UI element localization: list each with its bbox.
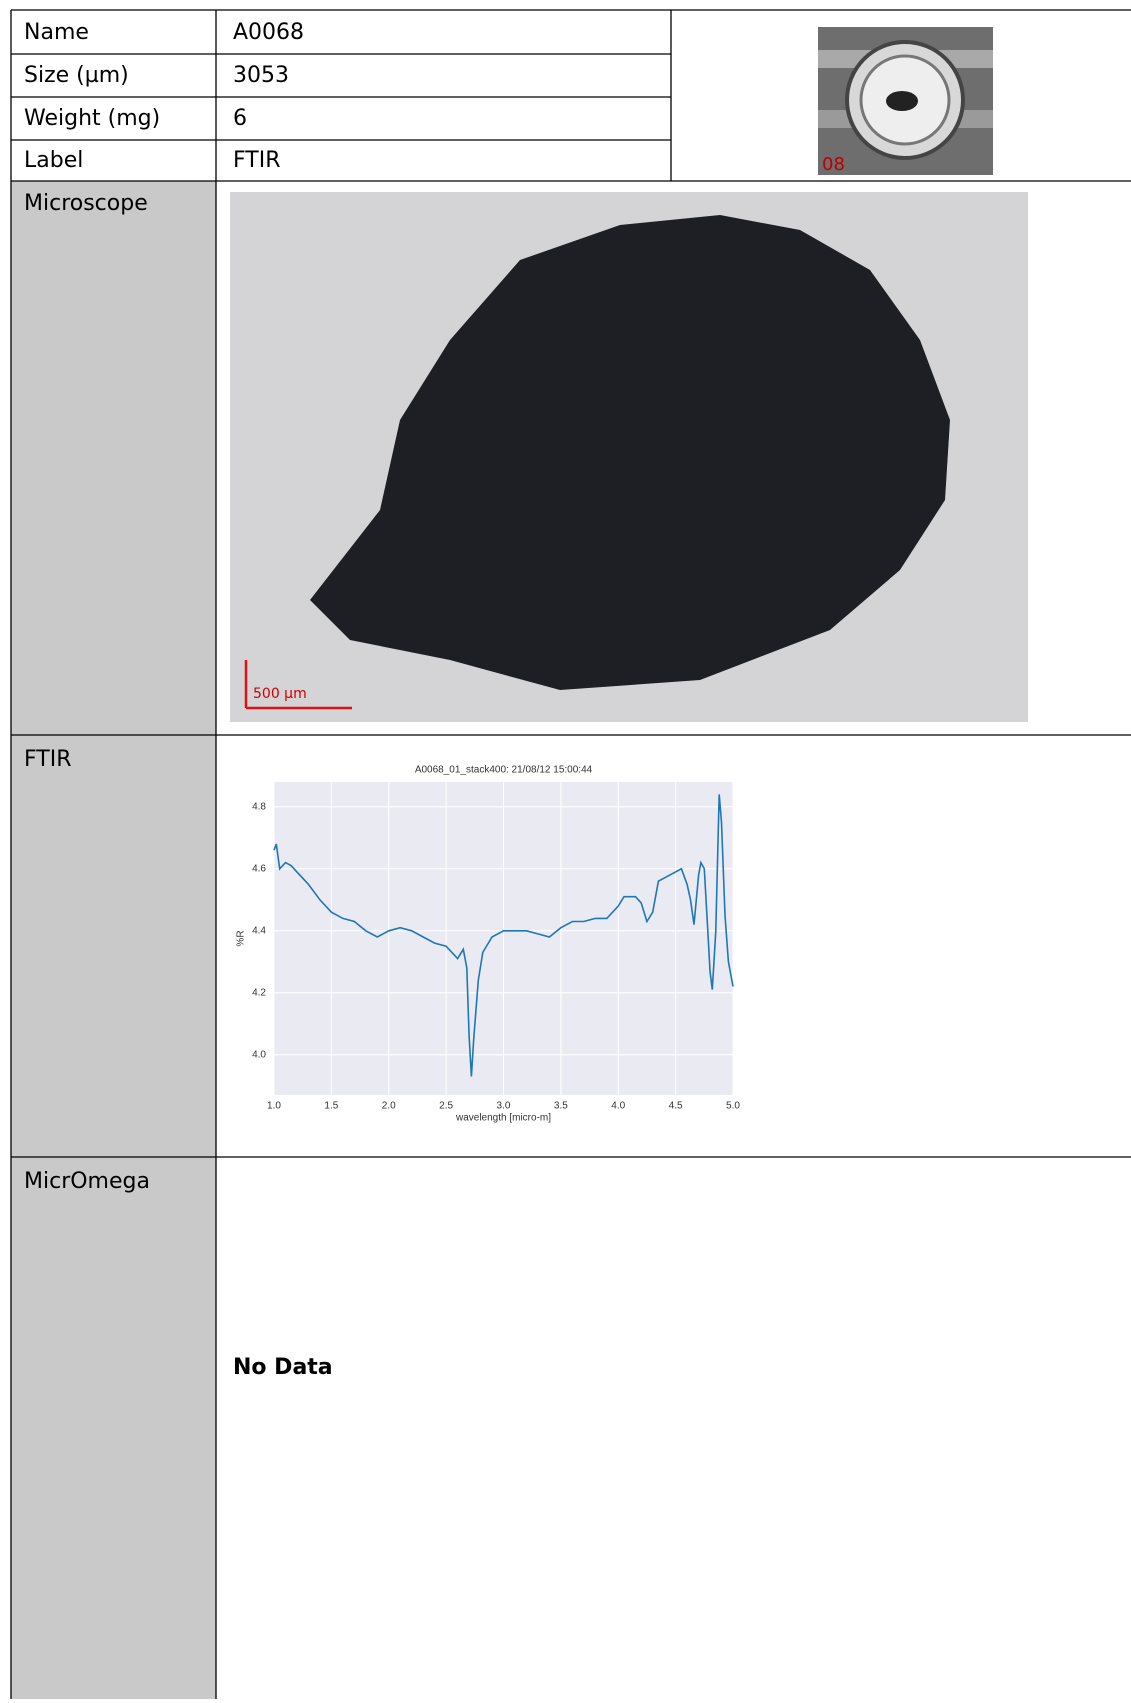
row-label: Microscope (24, 191, 148, 216)
table-borders (10, 9, 1131, 1699)
scale-label: 500 μm (253, 686, 307, 702)
x-axis-label: wavelength [micro-m] (455, 1113, 551, 1124)
x-tick-label: 2.5 (439, 1101, 453, 1112)
label-shade (11, 181, 216, 1699)
ftir-chart: 1.0 1.5 2.0 2.5 3.0 3.5 4.0 4.5 5.0 4.0 4.2 4.4 4.6 4… (236, 765, 741, 1124)
y-tick-label: 4.2 (252, 987, 266, 998)
x-tick-label: 1.5 (324, 1101, 338, 1112)
cell-label: Weight (mg) (24, 106, 160, 131)
y-tick-label: 4.4 (252, 925, 266, 936)
no-data: No Data (233, 1355, 333, 1380)
y-tick-label: 4.8 (252, 801, 266, 812)
cell-label: Name (24, 20, 89, 45)
chart-title: A0068_01_stack400: 21/08/12 15:00:44 (415, 765, 593, 776)
y-tick-label: 4.6 (252, 863, 266, 874)
row-label: MicrOmega (24, 1169, 150, 1194)
x-tick-label: 5.0 (726, 1101, 740, 1112)
cell-value: 3053 (233, 63, 289, 88)
x-tick-label: 4.0 (611, 1101, 625, 1112)
microscope-photo: 500 μm (230, 192, 1028, 722)
data-line (273, 794, 734, 1077)
x-tick-label: 3.0 (497, 1101, 511, 1112)
x-tick-label: 2.0 (382, 1101, 396, 1112)
cell-value: FTIR (233, 148, 280, 173)
x-tick-label: 1.0 (267, 1101, 281, 1112)
cell-value: A0068 (233, 20, 304, 45)
cell-value: 6 (233, 106, 247, 131)
y-tick-label: 4.0 (252, 1049, 266, 1060)
cell-label: Label (24, 148, 83, 173)
thumbnail-label: 08 (822, 154, 845, 175)
x-tick-label: 4.5 (669, 1101, 683, 1112)
x-tick-label: 3.5 (554, 1101, 568, 1112)
cell-label: Size (µm) (24, 63, 129, 88)
row-label: FTIR (24, 747, 71, 772)
thumbnail: 08 (818, 27, 993, 175)
y-axis-label: %R (236, 930, 247, 946)
